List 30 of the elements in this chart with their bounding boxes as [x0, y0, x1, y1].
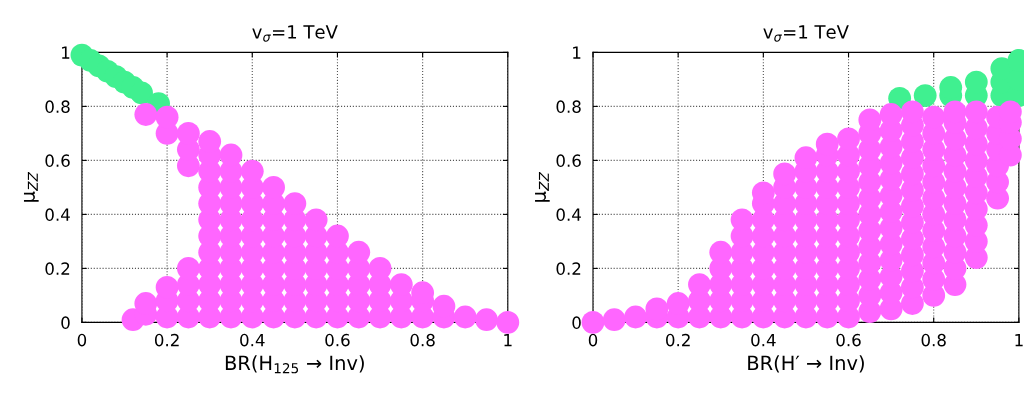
y-tick-label: 1 [573, 46, 581, 59]
y-tick-label: 0.4 [556, 208, 581, 221]
x-tick-label: 0.6 [325, 333, 350, 347]
y-tick-label: 0.6 [556, 154, 581, 167]
y-axis-title: μ$_{ZZ}$ [535, 171, 550, 202]
y-tick-label: 0.6 [45, 154, 70, 167]
x-tick-label: 0.8 [410, 333, 435, 347]
y-axis-title: μ$_{ZZ}$ [23, 171, 39, 202]
y-tick-label: 0.4 [45, 208, 70, 221]
x-tick-label: 1 [504, 334, 512, 347]
y-tick-label: 0.2 [45, 262, 70, 275]
x-axis-title: BR(H$_{125}$ → Inv) [225, 355, 364, 374]
y-tick-label: 0.8 [45, 100, 70, 113]
x-tick-label: 0.2 [154, 333, 179, 347]
y-tick-label: 0 [572, 316, 581, 329]
x-tick-label: 0 [588, 333, 598, 347]
x-tick-label: 1 [1015, 334, 1023, 347]
x-axis-title: BR(H′ → Inv) [748, 355, 864, 373]
y-tick-label: 1 [62, 46, 70, 59]
y-tick-label: 0 [61, 316, 70, 329]
chart-title: v$_{σ}$=1 TeV [252, 25, 338, 42]
y-tick-label: 0.8 [556, 100, 581, 113]
x-tick-label: 0.8 [921, 333, 946, 347]
x-tick-label: 0.4 [751, 333, 776, 347]
x-tick-label: 0 [77, 333, 87, 347]
x-tick-label: 0.2 [666, 333, 690, 347]
y-tick-label: 0.2 [556, 262, 581, 275]
chart-title: v$_{σ}$=1 TeV [763, 25, 849, 42]
x-tick-label: 0.4 [240, 333, 265, 347]
x-tick-label: 0.6 [836, 333, 861, 347]
